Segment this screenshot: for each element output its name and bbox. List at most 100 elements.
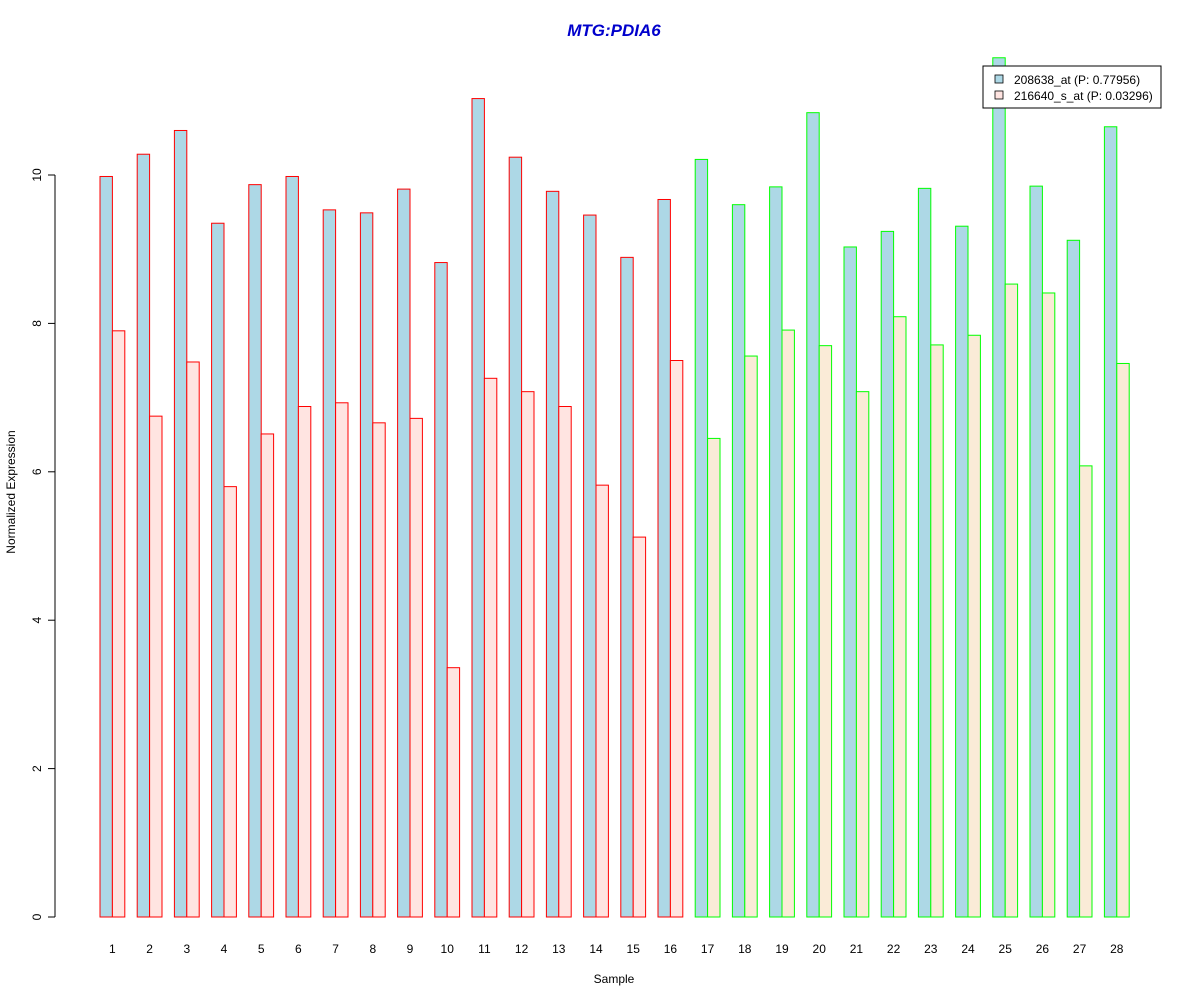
bar-208638-at xyxy=(1103,126,1118,918)
x-tick-label: 10 xyxy=(441,942,455,956)
y-tick-label: 8 xyxy=(30,320,44,327)
bar-208638-at xyxy=(657,198,671,918)
y-axis: 0 2 4 6 8 10 xyxy=(30,168,56,920)
x-tick-label: 25 xyxy=(999,942,1013,956)
bar-216640-s-at xyxy=(669,360,684,918)
bar-216640-s-at xyxy=(521,391,535,918)
bar-208638-at xyxy=(359,212,374,918)
bar-208638-at xyxy=(583,214,597,918)
bar-216640-s-at xyxy=(930,344,944,918)
bar-216640-s-at xyxy=(818,345,833,918)
y-tick-label: 2 xyxy=(30,765,44,772)
bar-216640-s-at xyxy=(1041,292,1056,918)
x-tick-label: 22 xyxy=(887,942,901,956)
x-tick-label: 1 xyxy=(109,942,116,956)
x-tick-labels: 1 2 3 4 5 6 7 8 9 10 11 12 13 14 15 16 17 18 19 20 21 22 23 24 2… xyxy=(109,942,1124,956)
y-tick-label: 4 xyxy=(30,617,44,624)
bar-208638-at xyxy=(136,153,151,918)
x-tick-label: 23 xyxy=(924,942,938,956)
x-tick-label: 19 xyxy=(775,942,789,956)
bar-208638-at xyxy=(99,175,113,918)
x-tick-label: 6 xyxy=(295,942,302,956)
bar-216640-s-at xyxy=(297,406,312,918)
bar-216640-s-at xyxy=(558,406,572,918)
bar-208638-at xyxy=(545,190,560,918)
legend-box xyxy=(982,65,1162,109)
x-axis-label: Sample xyxy=(594,972,635,986)
x-tick-label: 4 xyxy=(221,942,228,956)
bar-216640-s-at xyxy=(967,334,981,918)
y-tick-label: 10 xyxy=(30,168,44,182)
x-tick-label: 18 xyxy=(738,942,752,956)
bar-216640-s-at xyxy=(409,417,423,918)
bar-208638-at xyxy=(173,129,188,918)
bar-216640-s-at xyxy=(223,486,237,918)
bar-216640-s-at xyxy=(893,316,907,918)
bar-208638-at xyxy=(285,175,299,918)
bar-216640-s-at xyxy=(707,437,721,918)
bar-208638-at xyxy=(248,184,262,918)
x-tick-label: 2 xyxy=(146,942,153,956)
x-tick-label: 12 xyxy=(515,942,529,956)
bar-216640-s-at xyxy=(1079,465,1093,918)
x-tick-label: 14 xyxy=(589,942,603,956)
chart-title: MTG:PDIA6 xyxy=(567,21,661,40)
bar-208638-at xyxy=(917,187,932,918)
y-tick-label: 6 xyxy=(30,468,44,475)
x-tick-label: 9 xyxy=(407,942,414,956)
bar-208638-at xyxy=(434,262,448,918)
bar-208638-at xyxy=(880,230,895,918)
bar-216640-s-at xyxy=(186,361,200,918)
bar-208638-at xyxy=(508,156,523,918)
bar-216640-s-at xyxy=(260,433,275,918)
bar-216640-s-at xyxy=(1004,283,1019,918)
x-tick-label: 3 xyxy=(183,942,190,956)
x-tick-label: 15 xyxy=(627,942,641,956)
bars-group xyxy=(99,57,1130,918)
bar-216640-s-at xyxy=(1116,362,1130,918)
bar-208638-at xyxy=(955,225,969,918)
bar-208638-at xyxy=(1066,239,1081,918)
x-tick-label: 5 xyxy=(258,942,265,956)
bar-216640-s-at xyxy=(855,391,870,918)
bar-216640-s-at xyxy=(446,667,461,918)
bar-208638-at xyxy=(769,186,783,918)
x-tick-label: 8 xyxy=(369,942,376,956)
bar-216640-s-at xyxy=(149,415,163,918)
bar-216640-s-at xyxy=(781,329,795,918)
bar-208638-at xyxy=(1029,185,1043,918)
bar-208638-at xyxy=(211,222,225,918)
x-tick-label: 20 xyxy=(813,942,827,956)
legend-swatch xyxy=(994,74,1004,84)
x-tick-label: 27 xyxy=(1073,942,1087,956)
bar-208638-at xyxy=(471,98,485,918)
bar-208638-at xyxy=(322,209,337,918)
bar-216640-s-at xyxy=(744,355,758,918)
x-tick-label: 13 xyxy=(552,942,566,956)
bar-208638-at xyxy=(397,188,411,918)
x-tick-label: 26 xyxy=(1036,942,1050,956)
bar-208638-at xyxy=(806,112,820,918)
bar-208638-at xyxy=(992,57,1006,918)
bar-216640-s-at xyxy=(483,377,498,918)
x-tick-label: 28 xyxy=(1110,942,1124,956)
y-tick-label: 0 xyxy=(30,913,44,920)
x-tick-label: 21 xyxy=(850,942,864,956)
legend: 208638_at (P: 0.77956) 216640_s_at (P: 0.… xyxy=(982,65,1162,109)
bar-208638-at xyxy=(843,246,857,918)
x-tick-label: 17 xyxy=(701,942,715,956)
legend-label: 216640_s_at (P: 0.03296) xyxy=(1014,89,1153,103)
bar-208638-at xyxy=(694,158,709,918)
bar-208638-at xyxy=(620,256,634,918)
x-tick-label: 16 xyxy=(664,942,678,956)
legend-label: 208638_at (P: 0.77956) xyxy=(1014,73,1140,87)
bar-208638-at xyxy=(731,204,746,918)
bar-216640-s-at xyxy=(595,484,609,918)
bar-216640-s-at xyxy=(372,422,386,918)
y-axis-label: Normalized Expression xyxy=(4,430,18,553)
legend-swatch xyxy=(994,90,1004,100)
bar-216640-s-at xyxy=(111,330,126,918)
x-tick-label: 11 xyxy=(478,942,491,956)
